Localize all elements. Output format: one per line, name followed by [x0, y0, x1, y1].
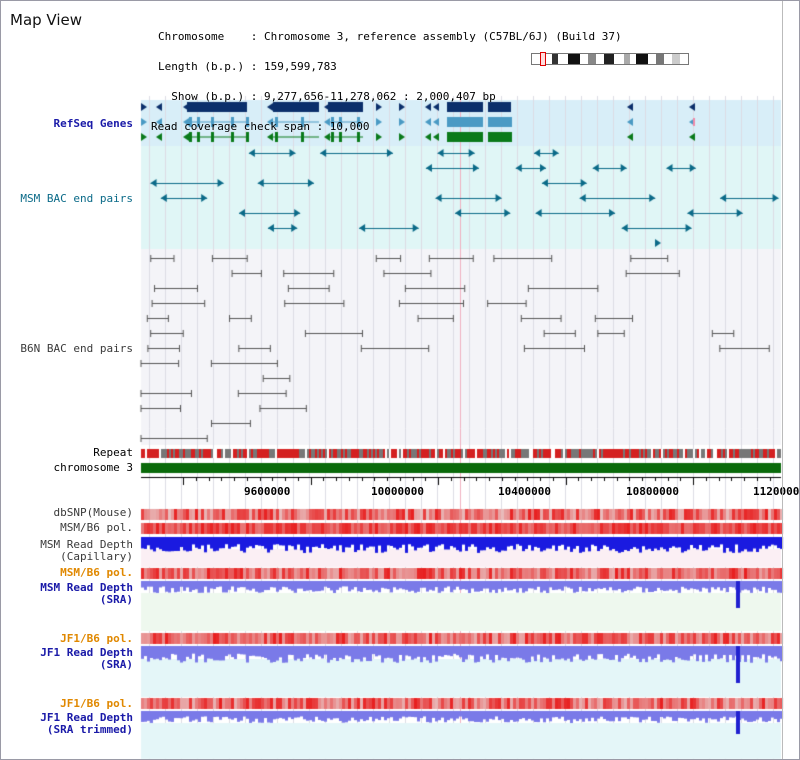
show-line: Show (b.p.) : 9,277,656-11,278,062 : 2,0… — [158, 90, 496, 103]
axis-tick-label: 10400000 — [498, 485, 551, 498]
axis-tick-label: 11200000 — [753, 485, 800, 498]
page-title: Map View — [10, 11, 83, 29]
jf1-read-depth-sra-label[interactable]: JF1 Read Depth — [40, 646, 133, 659]
msm-b6-pol-sra-label[interactable]: MSM/B6 pol. — [60, 566, 133, 579]
span-line: Read coverage check span : 10,000 — [151, 120, 370, 133]
scrollbar-edge — [782, 1, 783, 759]
jf1-b6-pol-trimmed-label[interactable]: JF1/B6 pol. — [60, 697, 133, 710]
chromosome-ideogram[interactable] — [531, 52, 689, 66]
dbsnp-label[interactable]: dbSNP(Mouse) — [53, 506, 133, 519]
msm-bac-end-pairs-label[interactable]: MSM BAC end pairs — [20, 192, 133, 205]
b6n-bac-end-pairs-label[interactable]: B6N BAC end pairs — [20, 342, 133, 355]
jf1-read-depth-trimmed-label[interactable]: JF1 Read Depth — [40, 711, 133, 724]
msm-read-depth-capillary-sublabel: (Capillary) — [60, 550, 133, 563]
axis-tick-label: 9600000 — [244, 485, 291, 498]
axis-tick-label: 10000000 — [371, 485, 424, 498]
length-line: Length (b.p.) : 159,599,783 — [158, 60, 337, 73]
repeat-label: Repeat — [93, 446, 133, 459]
refseq-genes-label[interactable]: RefSeq Genes — [53, 117, 133, 130]
msm-read-depth-capillary-label[interactable]: MSM Read Depth — [40, 538, 133, 551]
axis-tick-label: 10800000 — [626, 485, 679, 498]
msm-read-depth-sra-sublabel: (SRA) — [99, 593, 133, 606]
chromosome-track-label: chromosome 3 — [53, 461, 133, 474]
msm-read-depth-sra-label[interactable]: MSM Read Depth — [40, 581, 133, 594]
jf1-read-depth-sra-sublabel: (SRA) — [99, 658, 133, 671]
jf1-b6-pol-label[interactable]: JF1/B6 pol. — [60, 632, 133, 645]
region-info: Chromosome : Chromosome 3, reference ass… — [151, 12, 622, 152]
jf1-read-depth-trimmed-sublabel: (SRA trimmed) — [46, 723, 133, 736]
msm-b6-pol-label[interactable]: MSM/B6 pol. — [60, 521, 133, 534]
position-marker[interactable] — [540, 52, 546, 66]
chromosome-line: Chromosome : Chromosome 3, reference ass… — [158, 30, 622, 43]
